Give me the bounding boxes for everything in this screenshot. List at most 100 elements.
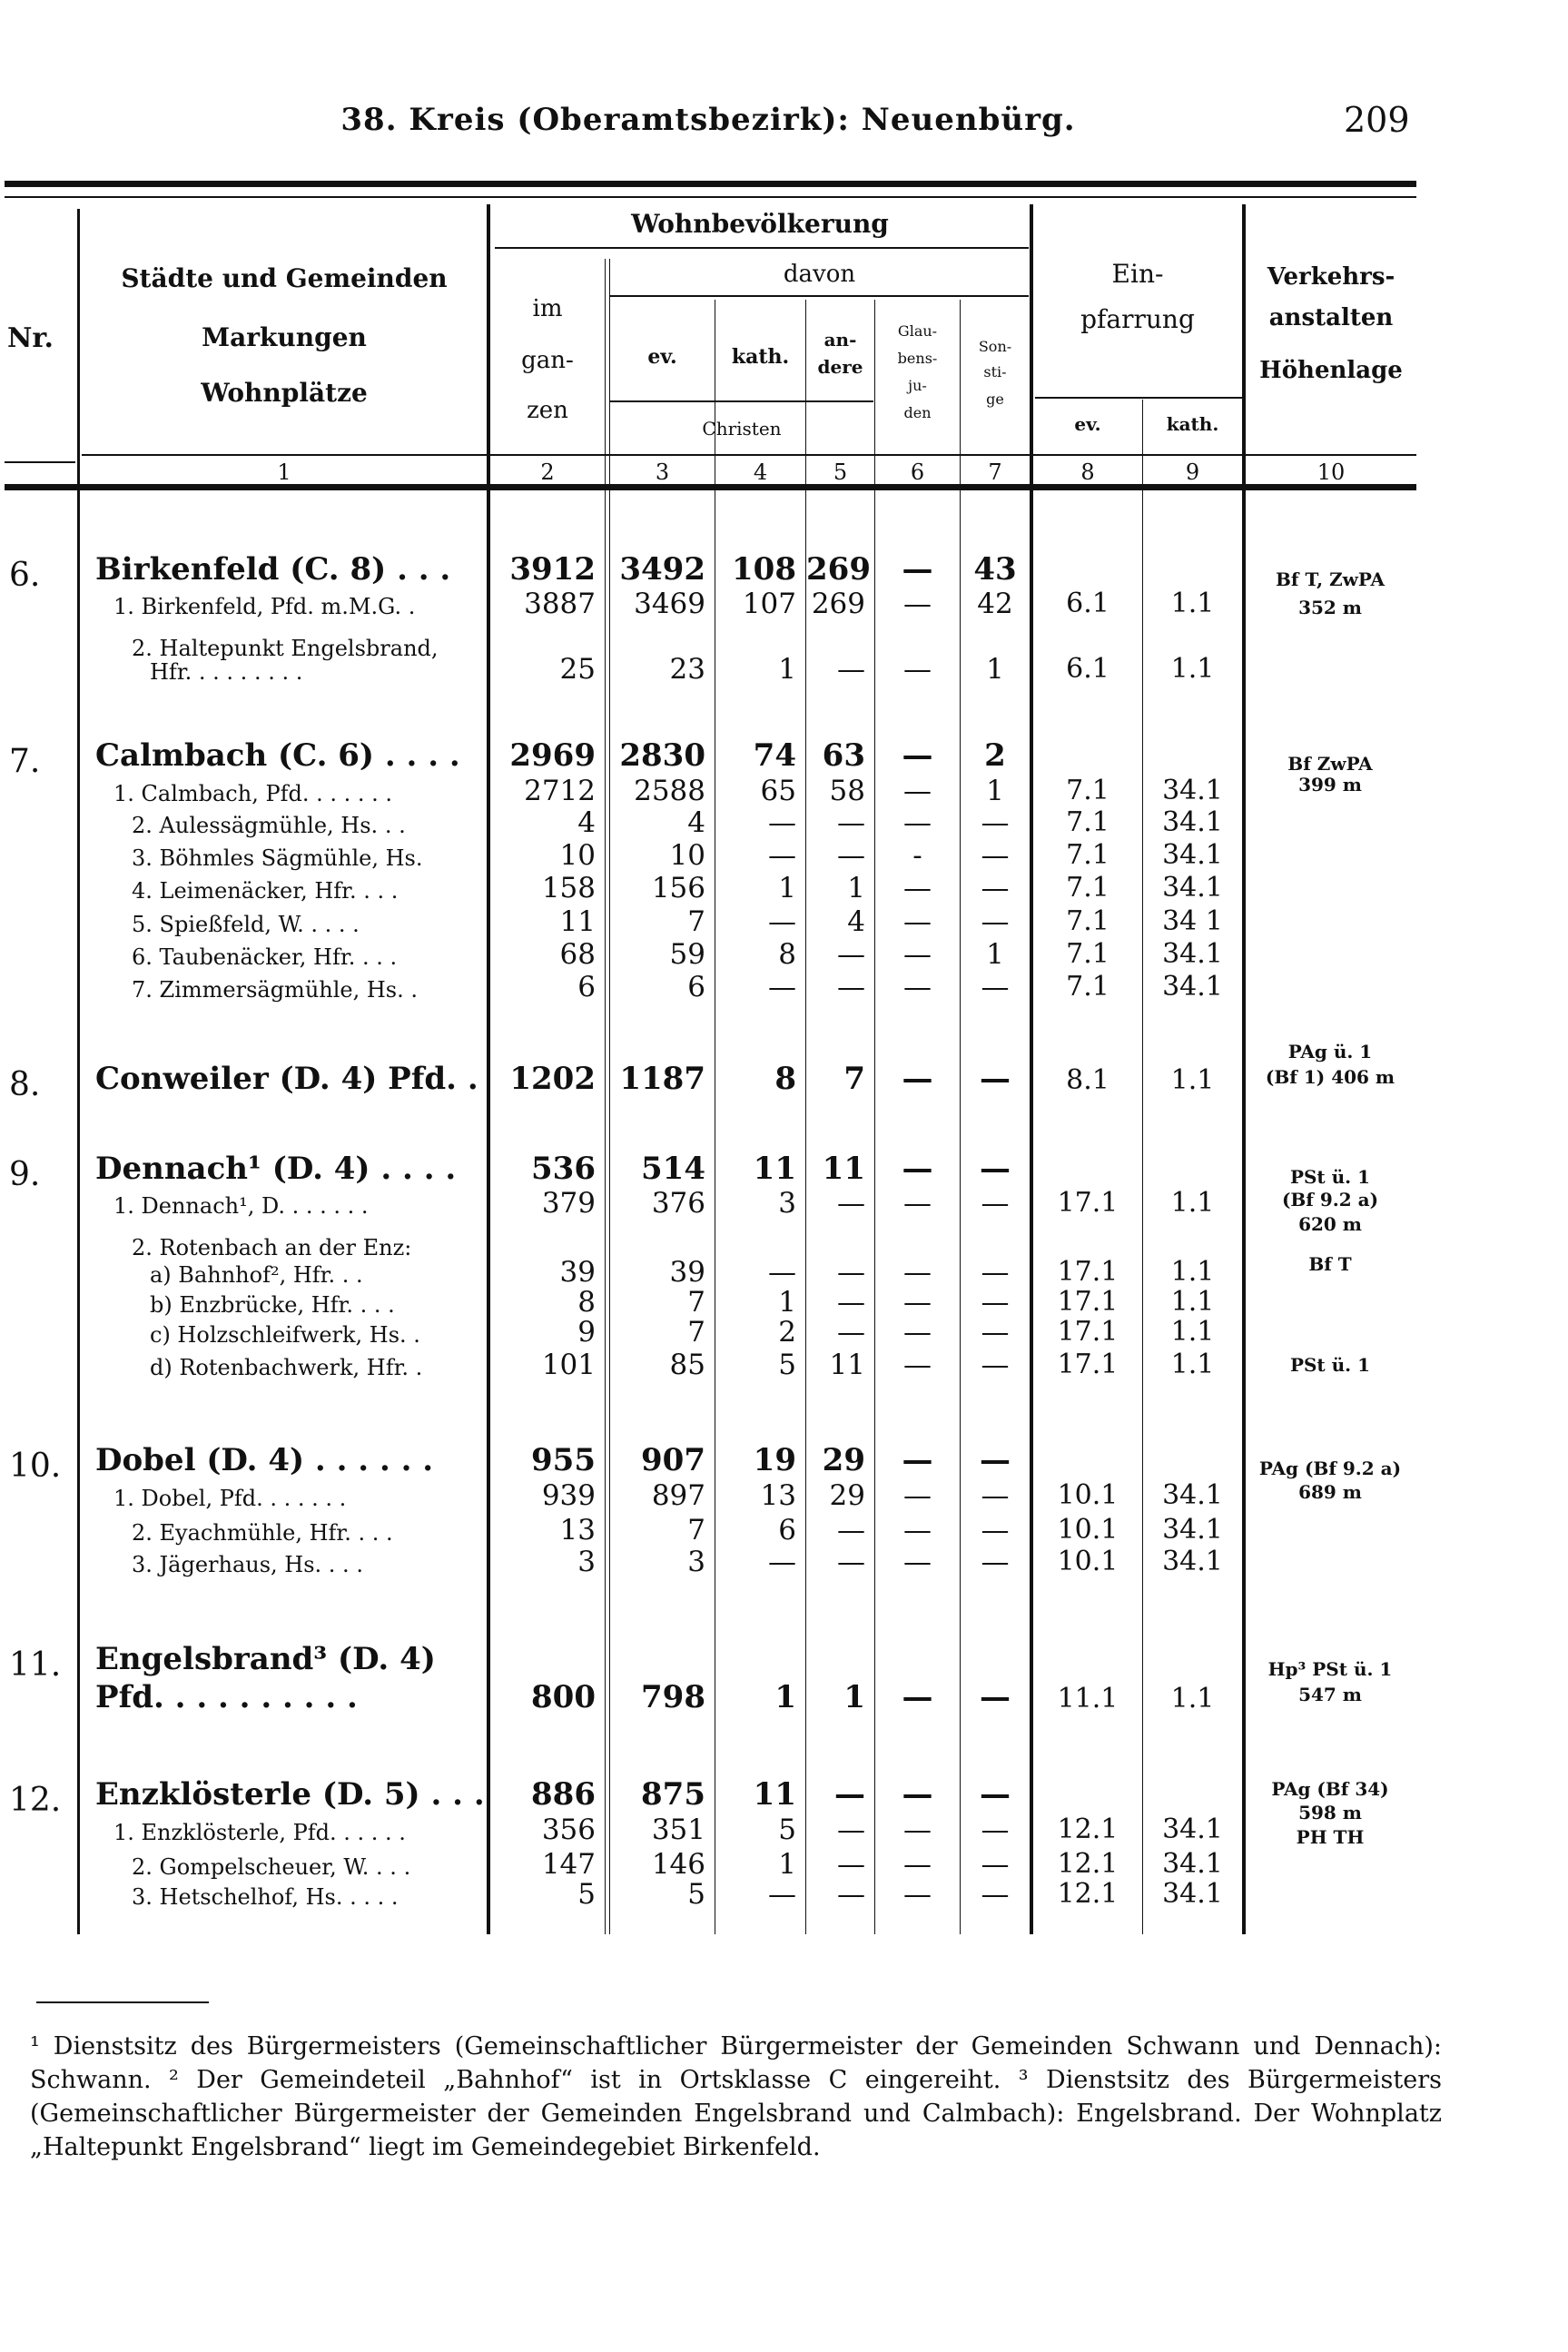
top-rule-thick <box>5 181 1416 187</box>
place-name: 1. Dobel, Pfd. . . . . . . <box>113 1486 347 1511</box>
place-name: a) Bahnhof², Hfr. . . <box>150 1262 363 1288</box>
einpfarrung-ev: 7.1 <box>1066 806 1109 838</box>
place-name: 4. Leimenäcker, Hfr. . . . <box>132 878 399 904</box>
einpfarrung-kath: 34.1 <box>1162 1878 1223 1910</box>
verkehr-entry: PSt ü. 1 <box>1289 1354 1371 1376</box>
place-name: 3. Hetschelhof, Hs. . . . . <box>132 1884 399 1910</box>
population-value: — <box>768 1546 796 1578</box>
population-value: 269 <box>811 588 865 620</box>
population-value: 13 <box>559 1514 596 1547</box>
column-number: 1 <box>277 460 291 485</box>
verkehr-entry: 547 m <box>1298 1684 1362 1705</box>
population-value: 798 <box>641 1679 705 1715</box>
header-kath: kath. <box>731 345 790 369</box>
population-value: 269 <box>806 551 871 588</box>
population-value: 1 <box>847 872 865 904</box>
einpfarrung-ev: 17.1 <box>1057 1187 1119 1219</box>
population-value: 156 <box>651 872 705 904</box>
einpfarrung-ev: 7.1 <box>1066 775 1109 806</box>
population-value: 5 <box>778 1349 796 1381</box>
einpfarrung-ev: 7.1 <box>1066 839 1109 871</box>
place-name: b) Enzbrücke, Hfr. . . . <box>150 1292 395 1318</box>
column-number: 5 <box>833 460 848 485</box>
place-name: Dennach¹ (D. 4) . . . . <box>95 1151 457 1187</box>
population-value: 1 <box>778 653 796 686</box>
population-value: 3492 <box>619 551 705 588</box>
population-value: 514 <box>641 1151 705 1187</box>
population-value: — <box>903 1813 932 1846</box>
population-value: 1187 <box>619 1061 705 1097</box>
place-name: 2. Aulessägmühle, Hs. . . <box>132 813 406 838</box>
population-value: 39 <box>559 1256 596 1289</box>
verkehr-entry: PSt ü. 1 <box>1289 1166 1371 1188</box>
population-value: — <box>902 551 933 588</box>
einpfarrung-kath: 1.1 <box>1170 1683 1215 1715</box>
population-value: 7 <box>687 1514 705 1547</box>
population-value: 800 <box>531 1679 596 1715</box>
population-value: 1 <box>778 1848 796 1881</box>
population-value: — <box>903 1187 932 1220</box>
population-value: — <box>902 1442 933 1478</box>
population-value: — <box>981 1286 1010 1319</box>
population-value: — <box>981 1349 1010 1381</box>
population-value: 8 <box>778 938 796 971</box>
place-name: 5. Spießfeld, W. . . . . <box>132 912 360 937</box>
population-value: — <box>902 1679 933 1715</box>
population-value: — <box>903 1256 932 1289</box>
einpfarrung-ev: 17.1 <box>1057 1349 1119 1380</box>
population-value: — <box>834 1776 865 1813</box>
population-value: — <box>981 1813 1010 1846</box>
place-name: 1. Enzklösterle, Pfd. . . . . . <box>113 1820 406 1845</box>
population-value: 1 <box>778 1286 796 1319</box>
place-name: 3. Böhmles Sägmühle, Hs. <box>132 845 423 871</box>
footnote-2: ² Der Gemeindeteil „Bahnhof“ ist in Orts… <box>169 2066 1001 2094</box>
population-value: — <box>903 806 932 839</box>
header-nr: Nr. <box>7 322 54 354</box>
population-value: 1 <box>986 938 1004 971</box>
row-number: 7. <box>9 743 41 780</box>
population-value: 6 <box>687 971 705 1003</box>
population-value: — <box>837 839 865 872</box>
population-value: — <box>837 1514 865 1547</box>
einpfarrung-kath: 1.1 <box>1170 1286 1215 1318</box>
population-value: 5 <box>577 1878 596 1911</box>
population-value: — <box>981 971 1010 1003</box>
population-value: — <box>903 938 932 971</box>
place-name: Conweiler (D. 4) Pfd. . <box>95 1061 478 1097</box>
population-value: — <box>837 806 865 839</box>
column-number: 10 <box>1317 460 1346 485</box>
row-number: 9. <box>9 1156 41 1193</box>
header-andere-2: dere <box>817 356 863 378</box>
einpfarrung-kath: 1.1 <box>1170 1187 1215 1219</box>
header-ein-ev: ev. <box>1074 413 1101 435</box>
column-number: 6 <box>910 460 925 485</box>
einpfarrung-kath: 1.1 <box>1170 1349 1215 1380</box>
population-value: 25 <box>559 653 596 686</box>
population-value: — <box>768 1878 796 1911</box>
population-value: 107 <box>742 588 796 620</box>
population-value: 2830 <box>619 737 705 774</box>
population-value: 7 <box>843 1061 865 1097</box>
population-value: 39 <box>669 1256 705 1289</box>
header-ein-kath: kath. <box>1166 413 1219 435</box>
population-value: — <box>903 588 932 620</box>
population-value: - <box>912 839 922 872</box>
population-value: 2712 <box>524 775 596 807</box>
verkehr-entry: Bf ZwPA <box>1287 753 1373 775</box>
header-col1-line2: Markungen <box>202 322 367 352</box>
population-value: 23 <box>669 653 705 686</box>
population-value: 68 <box>559 938 596 971</box>
place-name: 2. Haltepunkt Engelsbrand, <box>132 636 439 661</box>
population-value: — <box>902 1061 933 1097</box>
einpfarrung-kath: 34.1 <box>1162 1813 1223 1845</box>
population-value: — <box>902 1776 933 1813</box>
population-value: — <box>837 1546 865 1578</box>
population-value: — <box>980 1061 1011 1097</box>
population-value: 4 <box>687 806 705 839</box>
population-value: — <box>980 1776 1011 1813</box>
population-value: 2969 <box>509 737 596 774</box>
population-value: — <box>981 872 1010 904</box>
population-value: — <box>903 1479 932 1512</box>
population-value: 59 <box>669 938 705 971</box>
wohnbev-rule <box>495 247 1029 249</box>
